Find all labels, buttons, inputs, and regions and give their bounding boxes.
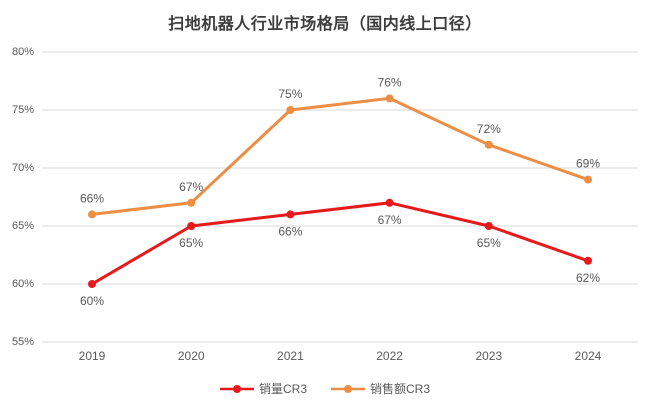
x-axis-tick-label: 2023	[475, 349, 502, 363]
data-label: 65%	[179, 236, 203, 250]
y-axis-tick-label: 75%	[12, 104, 34, 116]
legend-dot	[344, 384, 352, 393]
data-point	[385, 198, 394, 207]
x-axis-tick-label: 2024	[575, 349, 602, 363]
chart-title: 扫地机器人行业市场格局（国内线上口径）	[168, 16, 482, 33]
data-point	[286, 106, 295, 114]
legend-label: 销售额CR3	[370, 382, 431, 396]
data-label: 67%	[378, 213, 402, 227]
data-label: 72%	[477, 122, 501, 136]
data-point	[88, 280, 96, 288]
series-line-0	[90, 201, 590, 286]
data-label: 67%	[179, 180, 203, 194]
data-label: 60%	[80, 294, 104, 308]
data-label: 76%	[378, 75, 402, 89]
data-point	[187, 198, 196, 207]
data-point	[385, 94, 394, 103]
data-point	[88, 210, 96, 219]
x-axis-tick-label: 2022	[376, 349, 403, 363]
data-label: 69%	[576, 157, 600, 171]
legend-line-marker	[219, 384, 254, 393]
data-label: 62%	[576, 271, 600, 285]
data-label: 75%	[278, 87, 302, 101]
x-axis-tick-label: 2019	[79, 349, 106, 363]
y-axis-tick-label: 65%	[12, 220, 34, 232]
data-label: 66%	[80, 191, 104, 205]
chart-legend: 销量CR3 销售额CR3	[0, 380, 650, 397]
legend-line-marker	[331, 384, 365, 393]
legend-label: 销量CR3	[258, 382, 307, 396]
y-axis-tick-label: 70%	[12, 162, 34, 174]
y-axis-tick-label: 60%	[12, 278, 34, 290]
x-axis-tick-label: 2021	[277, 349, 304, 363]
legend-item-1: 销售额CR3	[331, 380, 430, 397]
series-line-1	[90, 96, 590, 216]
data-point	[484, 140, 493, 149]
y-axis-tick-label: 80%	[12, 46, 34, 58]
data-point	[484, 222, 493, 230]
data-point	[584, 175, 592, 184]
legend-dot	[232, 384, 241, 393]
y-axis-tick-label: 55%	[12, 336, 34, 348]
data-label: 65%	[477, 236, 501, 250]
data-label: 66%	[278, 224, 302, 238]
data-point	[286, 210, 295, 219]
data-point	[584, 256, 592, 265]
legend-item-0: 销量CR3	[219, 380, 307, 397]
data-point	[187, 222, 196, 230]
x-axis-tick-label: 2020	[178, 349, 205, 363]
